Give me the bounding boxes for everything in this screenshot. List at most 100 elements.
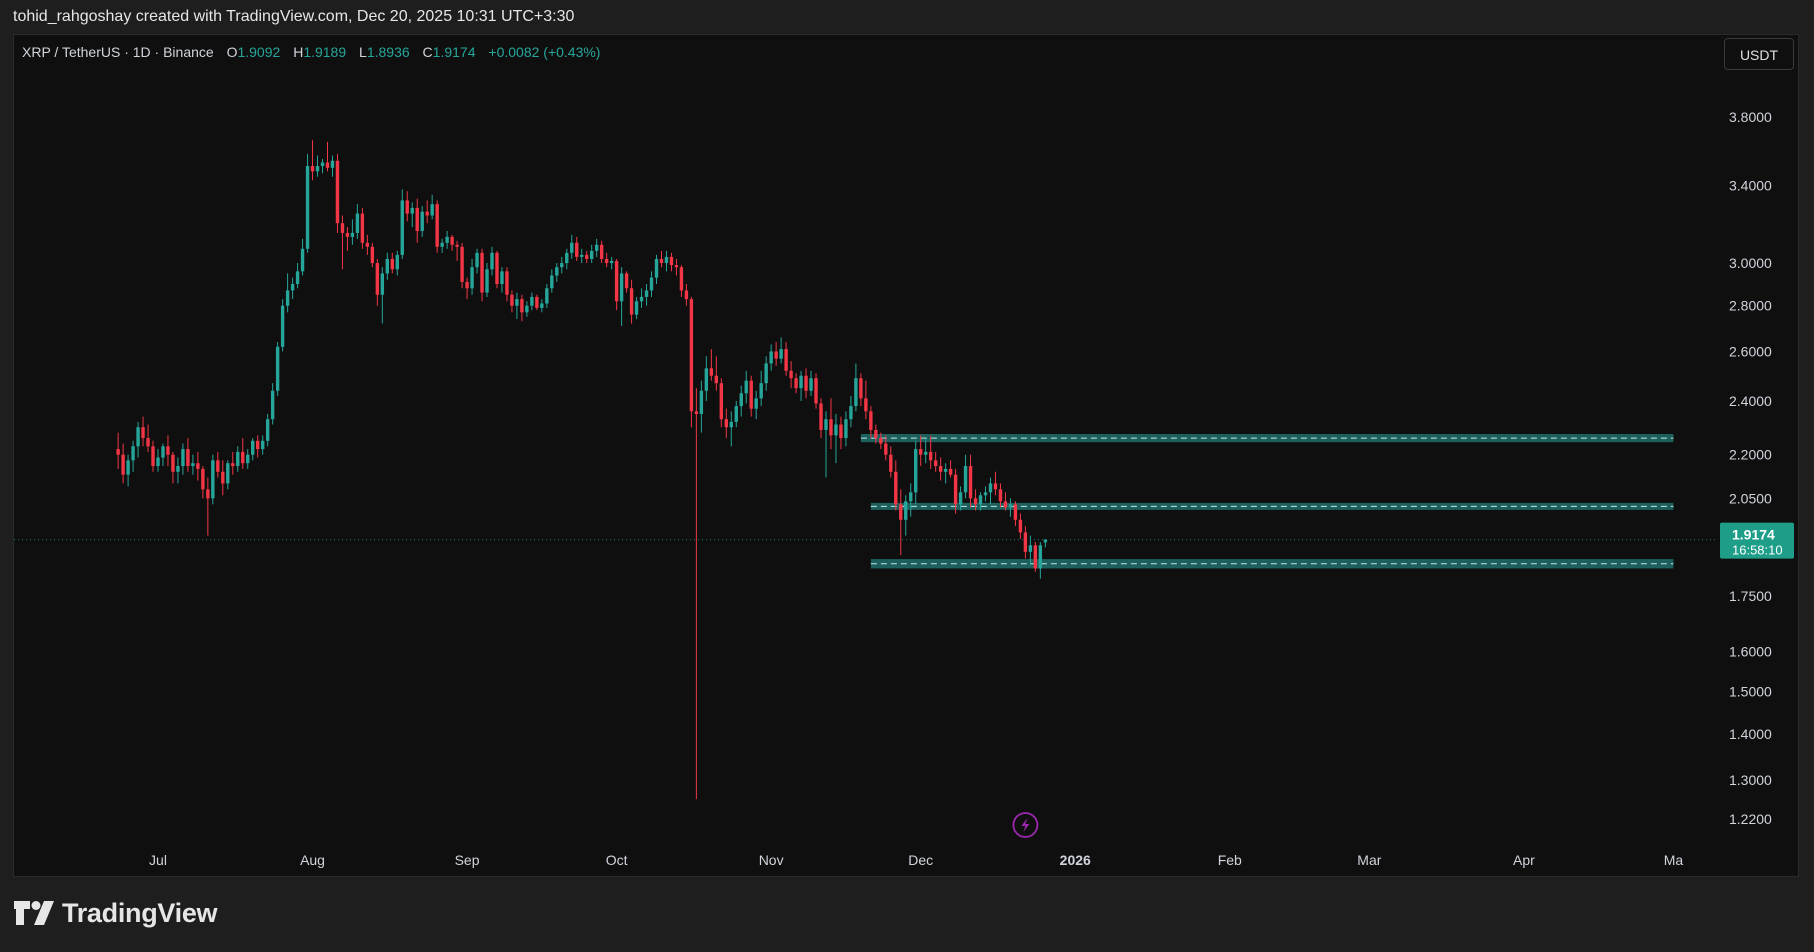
- candle-body: [196, 463, 200, 469]
- currency-button[interactable]: USDT: [1724, 38, 1794, 70]
- candle-body: [455, 244, 459, 247]
- lightning-bolt: [1021, 818, 1030, 832]
- symbol-title[interactable]: XRP / TetherUS · 1D · Binance: [22, 44, 214, 60]
- candle-body: [131, 446, 135, 461]
- candle-body: [634, 301, 639, 315]
- candle-body: [485, 269, 489, 293]
- candle-body: [689, 299, 694, 412]
- chart-caption: tohid_rahgoshay created with TradingView…: [13, 8, 575, 25]
- symbol-legend: XRP / TetherUS · 1D · Binance O1.9092 H1…: [22, 44, 609, 60]
- event-circle: [1012, 812, 1039, 838]
- y-tick-label: 1.5000: [1729, 683, 1772, 699]
- candle-body: [1018, 519, 1023, 533]
- candle-body: [505, 271, 509, 295]
- candle-body: [550, 275, 554, 289]
- candle-body: [958, 492, 963, 505]
- lightning-icon: [1012, 812, 1039, 838]
- candle-body: [694, 411, 699, 414]
- candle-body: [963, 466, 968, 493]
- candle-body: [211, 460, 215, 499]
- candle-body: [580, 254, 584, 257]
- y-tick-label: 2.6000: [1729, 343, 1772, 359]
- candle-body: [330, 160, 335, 168]
- candle-body: [270, 390, 275, 420]
- candle-body: [814, 378, 818, 404]
- candle-body: [540, 303, 544, 308]
- candle-body: [370, 246, 375, 264]
- high-value: 1.9189: [303, 44, 347, 60]
- candle-body: [390, 258, 394, 270]
- y-tick-label: 1.2200: [1729, 811, 1772, 827]
- candle-body: [425, 211, 429, 216]
- candle-body: [754, 398, 758, 409]
- candle-body: [874, 429, 878, 439]
- candle-body: [251, 440, 255, 455]
- candle-body: [938, 466, 943, 472]
- close-value: 1.9174: [432, 44, 476, 60]
- y-tick-label: 1.4000: [1729, 726, 1772, 742]
- candle-body: [704, 368, 709, 391]
- candle-body: [669, 256, 674, 266]
- candle-body: [126, 460, 130, 475]
- candle-body: [789, 370, 793, 379]
- candle-body: [769, 351, 773, 364]
- y-tick-label: 2.0500: [1729, 490, 1772, 506]
- candle-body: [475, 252, 479, 268]
- candle-body: [246, 454, 250, 464]
- candle-body: [555, 267, 559, 276]
- candle-body: [933, 460, 938, 467]
- candle-body: [724, 419, 728, 428]
- candle-body: [1038, 545, 1043, 569]
- candle-body: [943, 468, 948, 472]
- candle-body: [495, 252, 499, 285]
- candle-body: [948, 468, 953, 475]
- candle-body: [460, 246, 464, 282]
- candle-body: [904, 501, 908, 520]
- candle-body: [794, 378, 798, 389]
- candle-body: [535, 296, 539, 308]
- candle-body: [928, 451, 933, 461]
- candle-body: [340, 223, 345, 233]
- candle-body: [674, 265, 679, 268]
- candle-body: [325, 162, 330, 168]
- candle-body: [1043, 539, 1048, 543]
- candle-body: [909, 492, 913, 502]
- candle-body: [968, 466, 973, 499]
- candle-body: [231, 463, 235, 467]
- candle-body: [709, 368, 714, 376]
- candle-body: [280, 305, 285, 347]
- candle-body: [988, 483, 993, 493]
- candle-body: [774, 351, 778, 359]
- x-tick-label: Ma: [1664, 852, 1684, 868]
- candle-body: [405, 200, 409, 214]
- candle-body: [171, 454, 175, 472]
- candle-body: [654, 258, 659, 278]
- x-tick-label: 2026: [1060, 852, 1091, 868]
- price-tag-value: 1.9174: [1732, 527, 1775, 543]
- brand-name: TradingView: [62, 898, 218, 928]
- candle-body: [784, 349, 788, 371]
- candle-body: [799, 375, 803, 389]
- price-tag-background: [1720, 522, 1794, 559]
- candle-body: [275, 346, 280, 391]
- x-tick-label: Feb: [1218, 852, 1242, 868]
- candle-body: [480, 252, 484, 293]
- low-value: 1.8936: [366, 44, 410, 60]
- change-value: +0.0082 (+0.43%): [488, 44, 601, 60]
- candle-body: [241, 451, 245, 464]
- candle-body: [744, 380, 748, 394]
- candle-body: [629, 288, 634, 315]
- candle-body: [116, 449, 120, 455]
- y-tick-label: 2.2000: [1729, 447, 1772, 463]
- candle-body: [624, 273, 629, 289]
- x-tick-label: Jul: [149, 852, 167, 868]
- y-tick-label: 2.4000: [1729, 393, 1772, 409]
- candle-body: [420, 211, 424, 231]
- candle-body: [166, 446, 170, 455]
- chart-panel[interactable]: [13, 34, 1799, 877]
- candle-body: [599, 244, 604, 259]
- tradingview-logo[interactable]: TradingView: [14, 898, 218, 929]
- candle-body: [699, 390, 704, 414]
- price-tag-countdown: 16:58:10: [1732, 543, 1783, 558]
